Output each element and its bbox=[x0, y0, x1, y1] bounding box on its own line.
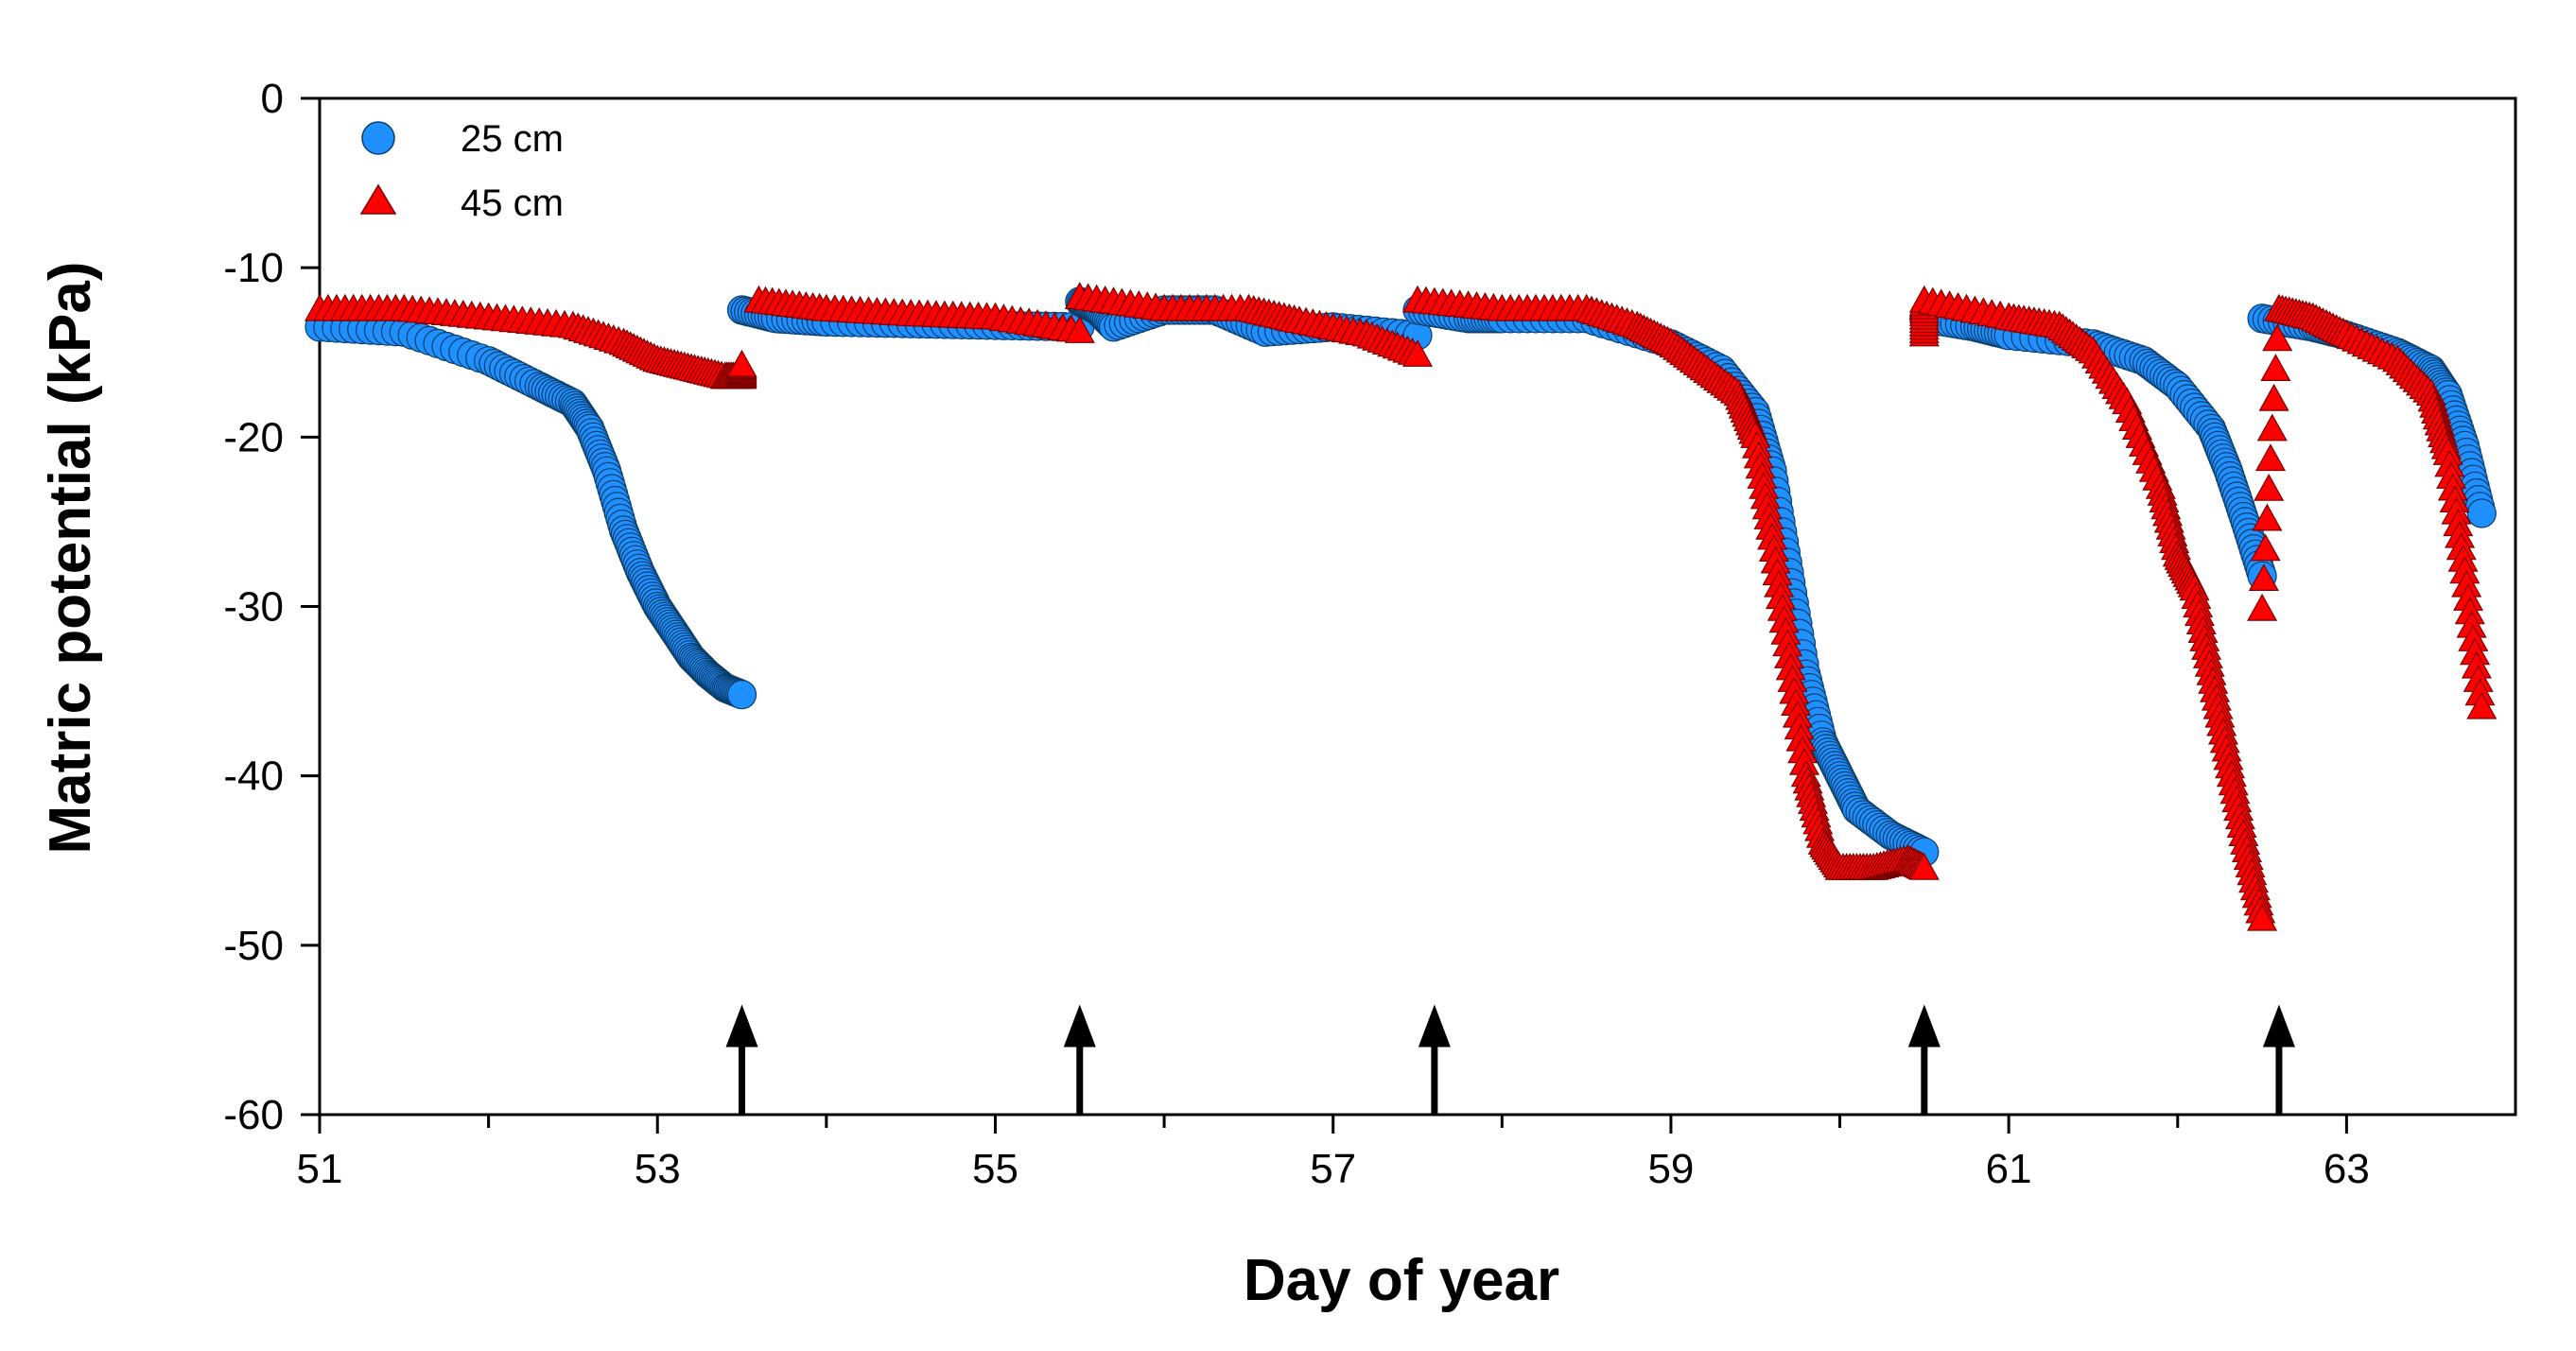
data-point bbox=[2254, 473, 2285, 501]
y-axis-title: Matric potential (kPa) bbox=[38, 262, 103, 855]
y-tick-label: -40 bbox=[223, 753, 284, 800]
event-arrow-head bbox=[1907, 1004, 1941, 1048]
event-arrow-head bbox=[2262, 1004, 2295, 1048]
x-tick-label: 55 bbox=[972, 1146, 1018, 1192]
series-45cm bbox=[304, 282, 2498, 931]
x-axis-title: Day of year bbox=[1244, 1248, 1559, 1313]
data-point bbox=[1064, 316, 1095, 343]
data-point bbox=[726, 680, 757, 710]
x-tick-label: 51 bbox=[297, 1146, 343, 1192]
data-point bbox=[1908, 852, 1940, 880]
legend-marker-25cm bbox=[361, 121, 395, 155]
data-point bbox=[2252, 503, 2283, 531]
event-arrows bbox=[725, 1004, 2295, 1115]
legend: 25 cm 45 cm bbox=[359, 118, 564, 224]
data-point bbox=[2247, 593, 2278, 621]
data-point bbox=[2262, 323, 2293, 352]
data-point bbox=[2258, 383, 2289, 411]
data-point bbox=[726, 349, 757, 377]
data-point bbox=[2248, 563, 2279, 592]
data-point bbox=[2466, 498, 2497, 528]
legend-marker-45cm bbox=[359, 183, 397, 215]
axes: 0 -10 -20 -30 -40 -50 -60 51 53 55 57 59 61 63 bbox=[223, 76, 2369, 1192]
x-tick-label: 57 bbox=[1310, 1146, 1356, 1192]
x-tick-label: 61 bbox=[1986, 1146, 2032, 1192]
x-tick-label: 59 bbox=[1647, 1146, 1694, 1192]
y-tick-label: -20 bbox=[223, 414, 284, 460]
data-point bbox=[2260, 354, 2291, 381]
data-point bbox=[1401, 339, 1434, 367]
y-tick-label: -50 bbox=[223, 923, 284, 969]
x-tick-label: 53 bbox=[635, 1146, 681, 1192]
x-tick-label: 63 bbox=[2324, 1146, 2370, 1192]
data-point bbox=[2250, 533, 2281, 562]
y-tick-label: -30 bbox=[223, 584, 284, 631]
event-arrow-head bbox=[725, 1004, 758, 1048]
data-point bbox=[2254, 443, 2287, 472]
y-tick-label: -60 bbox=[223, 1092, 284, 1138]
y-tick-label: 0 bbox=[261, 76, 284, 122]
event-arrow-head bbox=[1418, 1004, 1451, 1048]
legend-label-25cm: 25 cm bbox=[461, 118, 564, 160]
data-marks bbox=[304, 282, 2498, 931]
series-25cm bbox=[305, 286, 2497, 867]
data-point bbox=[2466, 691, 2498, 719]
data-point bbox=[2256, 413, 2288, 442]
legend-label-45cm: 45 cm bbox=[461, 182, 564, 224]
y-tick-label: -10 bbox=[223, 245, 284, 291]
data-point bbox=[2247, 903, 2278, 931]
event-arrow-head bbox=[1063, 1004, 1096, 1048]
